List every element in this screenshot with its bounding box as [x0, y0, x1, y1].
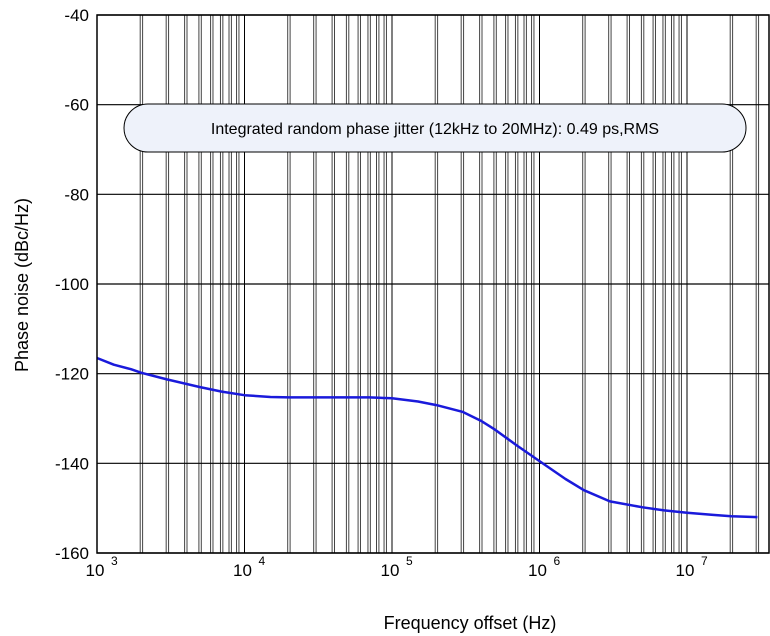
y-tick-label: -80: [64, 185, 89, 204]
x-tick-label-base: 10: [233, 561, 252, 580]
phase-noise-series-line: [96, 356, 758, 519]
annotation-background: [123, 103, 747, 153]
x-axis-label: Frequency offset (Hz): [384, 613, 557, 633]
x-tick-label-exponent: 4: [259, 554, 266, 568]
annotation-box: Integrated random phase jitter (12kHz to…: [123, 103, 747, 153]
x-tick-label-base: 10: [381, 561, 400, 580]
annotation-text: Integrated random phase jitter (12kHz to…: [211, 121, 659, 138]
major-gridlines: [96, 14, 769, 554]
x-tick-label-exponent: 7: [701, 554, 708, 568]
y-tick-label: -140: [55, 454, 89, 473]
x-tick-label-exponent: 5: [406, 554, 413, 568]
x-tick-label-base: 10: [528, 561, 547, 580]
plot-frame: [96, 14, 770, 554]
x-tick-label-base: 10: [676, 561, 695, 580]
y-tick-label: -60: [64, 96, 89, 115]
y-axis-label: Phase noise (dBc/Hz): [12, 198, 32, 372]
x-axis-ticks: 10 3 10 4 10 5 10 6 10 7: [86, 554, 708, 580]
y-tick-label: -160: [55, 544, 89, 563]
y-tick-label: -100: [55, 275, 89, 294]
x-tick-label-exponent: 6: [554, 554, 561, 568]
y-axis-ticks: -40 -60 -80 -100 -120 -140 -160: [55, 6, 89, 563]
x-tick-label-base: 10: [86, 561, 105, 580]
x-tick-label-exponent: 3: [111, 554, 118, 568]
y-tick-label: -120: [55, 365, 89, 384]
y-tick-label: -40: [64, 6, 89, 25]
